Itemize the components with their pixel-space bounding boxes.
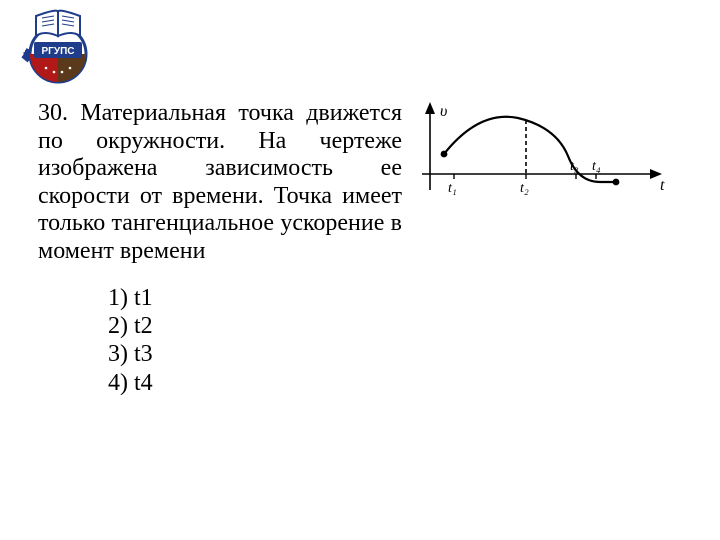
logo-text: РГУПС xyxy=(42,46,75,57)
graph-svg: υ t t₁ t₂ t₃ t₄ xyxy=(416,102,668,214)
problem-text: 30. Материальная точка движется по окруж… xyxy=(38,100,402,266)
curve-end-point xyxy=(613,179,620,186)
velocity-curve xyxy=(444,117,616,182)
option-1: 1) t1 xyxy=(108,284,678,312)
curve-start-point xyxy=(441,151,448,158)
tick-label-t1: t₁ xyxy=(448,181,457,196)
x-axis-label: t xyxy=(660,177,665,194)
option-3: 3) t3 xyxy=(108,340,678,368)
option-4: 4) t4 xyxy=(108,369,678,397)
tick-label-t3: t₃ xyxy=(570,159,579,174)
tick-label-t2: t₂ xyxy=(520,181,529,196)
slide: РГУПС 30. Материальная точк xyxy=(0,0,720,540)
option-2: 2) t2 xyxy=(108,312,678,340)
y-axis-label: υ xyxy=(440,103,447,120)
velocity-time-graph: υ t t₁ t₂ t₃ t₄ xyxy=(416,102,668,219)
logo-svg: РГУПС xyxy=(14,6,104,88)
answer-options: 1) t1 2) t2 3) t3 4) t4 xyxy=(108,284,678,397)
tick-label-t4: t₄ xyxy=(592,159,601,174)
problem-row: 30. Материальная точка движется по окруж… xyxy=(38,100,678,266)
content-area: 30. Материальная точка движется по окруж… xyxy=(38,100,678,397)
institution-logo: РГУПС xyxy=(14,6,104,93)
y-axis-arrow xyxy=(425,102,435,114)
